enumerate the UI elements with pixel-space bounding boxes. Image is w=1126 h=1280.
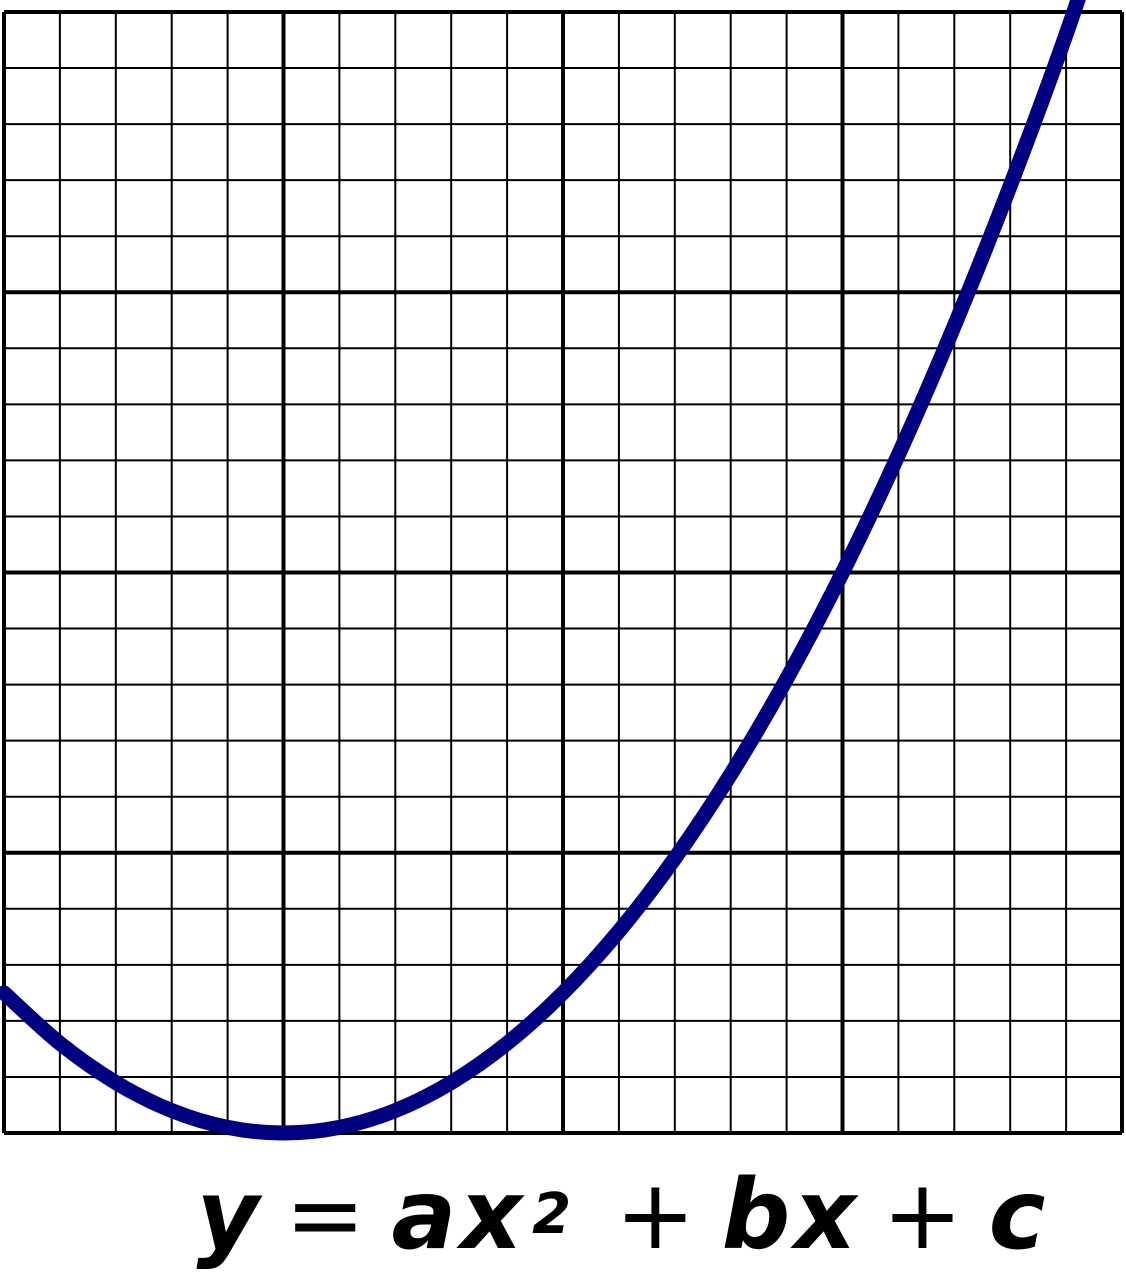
parabola-curve: [0, 0, 1086, 1141]
major-grid: [2, 10, 1124, 1135]
equation-ax: ax: [391, 1159, 527, 1271]
parabola-chart: [0, 0, 1124, 1141]
equation-label: y = ax 2 + bx + c: [196, 1159, 1050, 1271]
equation-c: c: [988, 1159, 1050, 1271]
equation-plus-1: +: [615, 1159, 700, 1271]
series-layer: [0, 0, 1086, 1141]
equation-y: y: [196, 1159, 264, 1271]
equation-plus-2: +: [882, 1159, 967, 1271]
equation-bx: bx: [721, 1159, 861, 1271]
equation-equals: =: [285, 1159, 370, 1271]
